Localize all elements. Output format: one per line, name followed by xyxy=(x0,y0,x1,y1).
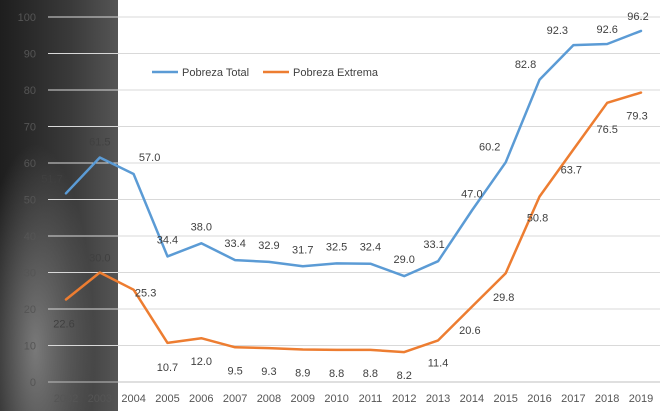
legend-label-pobreza-total: Pobreza Total xyxy=(182,67,249,79)
data-label: 32.4 xyxy=(360,242,381,254)
x-tick-label: 2019 xyxy=(629,393,653,405)
data-label: 38.0 xyxy=(191,221,212,233)
data-label: 50.8 xyxy=(527,213,548,225)
data-label: 34.4 xyxy=(157,234,178,246)
x-axis-ticks: 2002 2003 2004 2005 2006 2007 2008 2009 2010 2011… xyxy=(54,393,653,405)
data-label: 63.7 xyxy=(561,164,582,176)
y-tick-label: 50 xyxy=(24,195,36,207)
y-tick-label: 0 xyxy=(30,377,36,389)
data-label: 79.3 xyxy=(626,111,647,123)
x-tick-label: 2006 xyxy=(189,393,213,405)
data-label: 8.9 xyxy=(295,368,310,380)
data-label: 11.4 xyxy=(428,357,449,369)
x-tick-label: 2003 xyxy=(88,393,112,405)
data-label: 31.7 xyxy=(292,244,313,256)
x-tick-label: 2002 xyxy=(54,393,78,405)
background-photo-glow xyxy=(0,0,118,411)
data-label: 76.5 xyxy=(596,124,617,136)
data-label: 92.3 xyxy=(547,25,568,37)
x-tick-label: 2012 xyxy=(392,393,416,405)
y-tick-label: 30 xyxy=(24,268,36,280)
series-line-pobreza-total xyxy=(64,29,643,278)
x-tick-label: 2007 xyxy=(223,393,247,405)
data-label: 32.5 xyxy=(326,241,347,253)
y-tick-label: 90 xyxy=(24,49,36,61)
x-tick-label: 2010 xyxy=(324,393,348,405)
data-label: 20.6 xyxy=(459,325,480,337)
legend: Pobreza Total Pobreza Extrema xyxy=(152,67,379,79)
data-label: 60.2 xyxy=(479,141,500,153)
y-tick-label: 40 xyxy=(24,231,36,243)
x-tick-label: 2004 xyxy=(121,393,145,405)
y-tick-label: 100 xyxy=(18,12,36,24)
data-label: 61.5 xyxy=(89,137,110,149)
x-tick-label: 2013 xyxy=(426,393,450,405)
data-label: 33.4 xyxy=(224,238,245,250)
data-label: 96.2 xyxy=(627,11,648,23)
data-label: 12.0 xyxy=(191,356,212,368)
y-tick-label: 10 xyxy=(24,341,36,353)
legend-label-pobreza-extrema: Pobreza Extrema xyxy=(293,67,379,79)
data-label: 57.0 xyxy=(139,152,160,164)
data-label: 30.0 xyxy=(89,253,110,265)
y-axis-ticks: 0 10 20 30 40 50 60 70 80 90 100 xyxy=(18,12,36,389)
data-label: 25.3 xyxy=(135,288,156,300)
data-label: 82.8 xyxy=(515,59,536,71)
x-tick-label: 2009 xyxy=(291,393,315,405)
series-line-pobreza-extrema xyxy=(64,91,643,354)
x-tick-label: 2018 xyxy=(595,393,619,405)
data-label: 32.9 xyxy=(258,240,279,252)
grid-lines xyxy=(48,16,660,383)
data-label: 8.8 xyxy=(329,368,344,380)
data-label: 29.8 xyxy=(493,292,514,304)
y-tick-label: 70 xyxy=(24,122,36,134)
x-tick-label: 2008 xyxy=(257,393,281,405)
x-tick-label: 2017 xyxy=(561,393,585,405)
data-label: 92.6 xyxy=(596,24,617,36)
x-tick-label: 2005 xyxy=(155,393,179,405)
y-tick-label: 80 xyxy=(24,85,36,97)
y-tick-label: 60 xyxy=(24,158,36,170)
x-tick-label: 2016 xyxy=(527,393,551,405)
data-label: 9.5 xyxy=(227,365,242,377)
data-label: 8.2 xyxy=(397,370,412,382)
x-tick-label: 2015 xyxy=(493,393,517,405)
data-label: 10.7 xyxy=(157,362,178,374)
series-lines xyxy=(64,29,643,354)
data-label: 47.0 xyxy=(461,188,482,200)
data-label: 22.6 xyxy=(53,319,74,331)
x-tick-label: 2011 xyxy=(359,393,383,405)
data-label: 29.0 xyxy=(394,254,415,266)
data-label: 33.1 xyxy=(423,239,444,251)
y-tick-label: 20 xyxy=(24,304,36,316)
data-label: 8.8 xyxy=(363,368,378,380)
data-labels: 51.7 61.5 57.0 34.4 38.0 33.4 32.9 31.7 32.5 32.4… xyxy=(41,11,648,382)
data-label: 51.7 xyxy=(41,173,62,185)
data-label: 9.3 xyxy=(261,366,276,378)
x-tick-label: 2014 xyxy=(460,393,484,405)
